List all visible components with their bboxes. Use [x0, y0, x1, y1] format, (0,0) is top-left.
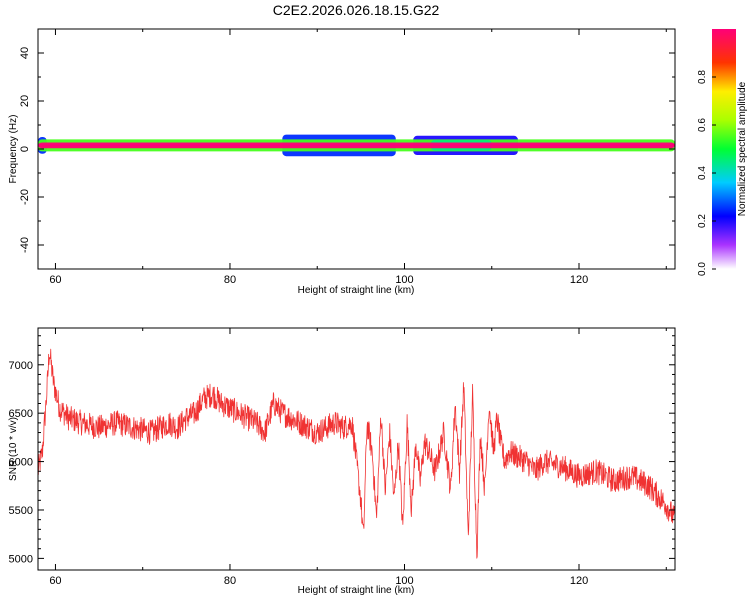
snr-x-label: Height of straight line (km) — [298, 585, 415, 596]
colorbar-tick-label: 0.8 — [697, 70, 708, 84]
x-tick-label: 100 — [395, 575, 413, 587]
x-tick-label: 120 — [570, 575, 588, 587]
y-tick-label: 6500 — [9, 408, 33, 420]
colorbar-tick-label: 0.4 — [697, 166, 708, 180]
x-tick-label: 100 — [395, 274, 413, 286]
colorbar-gradient — [712, 29, 736, 269]
snr-y-label: SNR (10 * v/v) — [8, 417, 19, 481]
y-tick-label: 0 — [19, 146, 31, 152]
y-tick-label: 20 — [19, 95, 31, 107]
snr-x-ticks: 60 80 100 120 — [49, 328, 667, 587]
spectrogram-y-label: Frequency (Hz) — [8, 115, 19, 184]
y-tick-label: 5000 — [9, 553, 33, 565]
snr-panel: 60 80 100 120 5000 5500 6000 6500 7000 Height o… — [8, 327, 676, 596]
snr-y-ticks: 5000 5500 6000 6500 7000 — [9, 335, 675, 565]
snr-series-line — [38, 348, 675, 559]
x-tick-label: 60 — [49, 274, 61, 286]
colorbar-tick-label: 0.2 — [697, 214, 708, 228]
snr-axes-frame — [37, 327, 676, 571]
x-tick-label: 60 — [49, 575, 61, 587]
y-tick-label: 5500 — [9, 505, 33, 517]
y-tick-label: 6000 — [9, 457, 33, 469]
colorbar-tick-label: 0.6 — [697, 118, 708, 132]
colorbar: 0.0 0.2 0.4 0.6 0.8 Normalized spectral ampl… — [697, 29, 748, 276]
spectrogram-panel: 60 80 100 120 -40 -20 0 20 40 Height of straigh… — [8, 28, 676, 296]
x-tick-label: 80 — [224, 575, 236, 587]
spectrogram-y-ticks: -40 -20 0 20 40 — [19, 28, 675, 270]
spectrogram-x-label: Height of straight line (km) — [298, 285, 415, 296]
y-tick-label: -20 — [19, 189, 31, 205]
spectrogram-x-ticks: 60 80 100 120 — [49, 29, 667, 286]
colorbar-label: Normalized spectral amplitude — [737, 81, 748, 216]
figure-title: C2E2.2026.026.18.15.G22 — [273, 2, 440, 18]
y-tick-label: -40 — [19, 237, 31, 253]
x-tick-label: 80 — [224, 274, 236, 286]
colorbar-ticks: 0.0 0.2 0.4 0.6 0.8 — [697, 70, 716, 276]
colorbar-tick-label: 0.0 — [697, 262, 708, 276]
y-tick-label: 40 — [19, 47, 31, 59]
x-tick-label: 120 — [570, 274, 588, 286]
y-tick-label: 7000 — [9, 360, 33, 372]
spectral-band — [38, 134, 675, 157]
